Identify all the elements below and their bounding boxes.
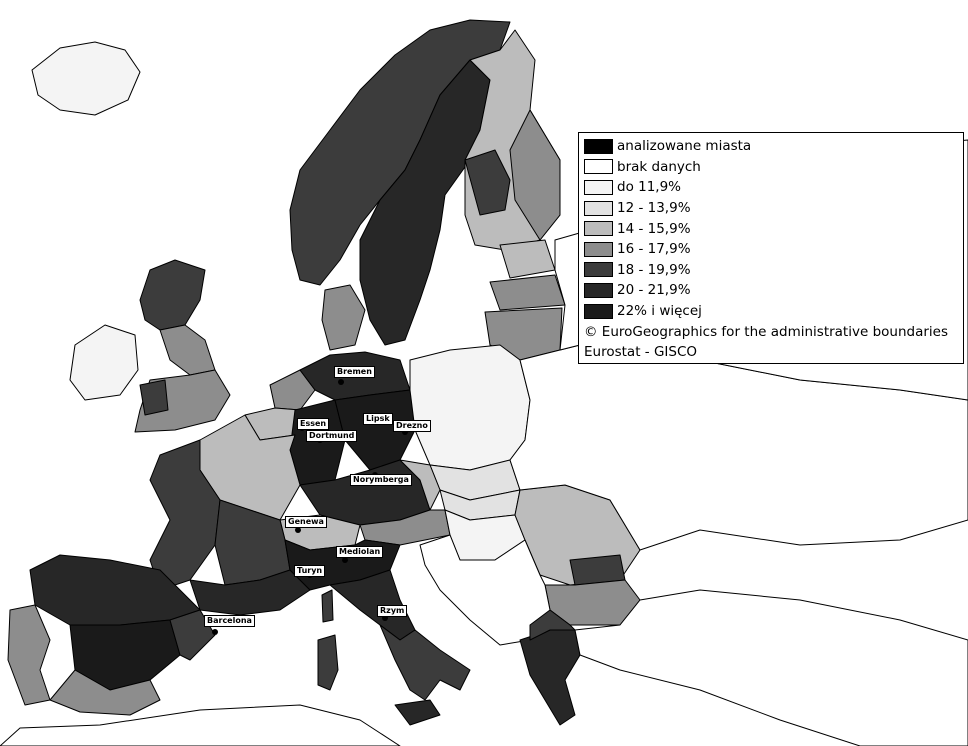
legend-item-range-3: 14 - 15,9% bbox=[584, 218, 963, 239]
legend-swatch bbox=[584, 179, 613, 195]
legend-label: 20 - 21,9% bbox=[617, 282, 691, 299]
region-germany-west bbox=[289, 399, 346, 486]
region-germany-east bbox=[334, 389, 416, 471]
legend-swatch bbox=[584, 241, 613, 257]
city-label-norymberga: Norymberga bbox=[350, 474, 412, 486]
legend-label: 14 - 15,9% bbox=[617, 220, 691, 237]
legend-item-range-6: 20 - 21,9% bbox=[584, 280, 963, 301]
region-italy-south bbox=[379, 624, 471, 701]
legend-swatch bbox=[584, 221, 613, 237]
region-poland bbox=[409, 344, 531, 471]
region-iceland bbox=[31, 41, 141, 116]
city-label-genewa: Genewa bbox=[285, 516, 327, 528]
region-spain-south bbox=[49, 669, 161, 716]
city-label-turyn: Turyn bbox=[294, 565, 326, 577]
legend-swatch bbox=[584, 262, 613, 278]
legend-source: Eurostat - GISCO bbox=[584, 342, 963, 363]
region-greece-north bbox=[529, 609, 576, 641]
legend-label: 18 - 19,9% bbox=[617, 261, 691, 278]
city-label-essen: Essen bbox=[297, 418, 330, 430]
region-corsica bbox=[321, 589, 334, 623]
copyright-text: © EuroGeographics for the administrative… bbox=[584, 323, 948, 340]
region-north-africa bbox=[0, 704, 401, 746]
legend-label: 12 - 13,9% bbox=[617, 200, 691, 217]
map-legend: analizowane miasta brak danych do 11,9% … bbox=[578, 132, 964, 364]
region-scotland bbox=[139, 259, 206, 331]
legend-swatch bbox=[584, 282, 613, 298]
legend-item-range-2: 12 - 13,9% bbox=[584, 198, 963, 219]
legend-label: 22% i więcej bbox=[617, 303, 702, 320]
legend-swatch bbox=[584, 200, 613, 216]
source-text: Eurostat - GISCO bbox=[584, 344, 698, 361]
city-label-drezno: Drezno bbox=[393, 420, 431, 432]
region-catalonia bbox=[169, 609, 216, 661]
legend-item-range-1: do 11,9% bbox=[584, 177, 963, 198]
region-czechia bbox=[399, 459, 441, 511]
region-wales bbox=[139, 379, 169, 416]
region-netherlands bbox=[269, 369, 316, 411]
city-label-rzym: Rzym bbox=[377, 605, 408, 617]
legend-copyright: © EuroGeographics for the administrative… bbox=[584, 321, 963, 342]
legend-swatch bbox=[584, 303, 613, 319]
legend-label: 16 - 17,9% bbox=[617, 241, 691, 258]
legend-swatch bbox=[584, 159, 613, 175]
city-label-bremen: Bremen bbox=[334, 366, 375, 378]
region-estonia bbox=[499, 239, 556, 279]
city-label-mediolan: Mediolan bbox=[336, 546, 384, 558]
region-balkans bbox=[419, 534, 551, 646]
region-sardinia bbox=[317, 634, 339, 691]
region-sweden bbox=[359, 59, 491, 346]
region-latvia bbox=[489, 274, 566, 311]
legend-swatch bbox=[584, 138, 613, 154]
region-portugal bbox=[7, 604, 51, 706]
legend-label: brak danych bbox=[617, 158, 701, 175]
region-denmark bbox=[321, 284, 366, 351]
legend-item-range-4: 16 - 17,9% bbox=[584, 239, 963, 260]
region-england-north bbox=[159, 324, 216, 376]
city-label-dortmund: Dortmund bbox=[306, 430, 358, 442]
legend-item-no-data: brak danych bbox=[584, 157, 963, 178]
city-label-lipsk: Lipsk bbox=[363, 413, 393, 425]
region-greece bbox=[519, 629, 581, 726]
region-finland-north bbox=[464, 149, 511, 216]
region-sicily bbox=[394, 699, 441, 726]
legend-item-range-7: 22% i więcej bbox=[584, 301, 963, 322]
legend-item-range-5: 18 - 19,9% bbox=[584, 260, 963, 281]
region-finland-east bbox=[509, 109, 561, 241]
region-ireland bbox=[69, 324, 139, 401]
city-label-barcelona: Barcelona bbox=[204, 615, 255, 627]
region-turkey bbox=[574, 589, 968, 746]
legend-label: analizowane miasta bbox=[617, 138, 752, 155]
legend-label: do 11,9% bbox=[617, 179, 682, 196]
legend-item-analyzed-cities: analizowane miasta bbox=[584, 136, 963, 157]
